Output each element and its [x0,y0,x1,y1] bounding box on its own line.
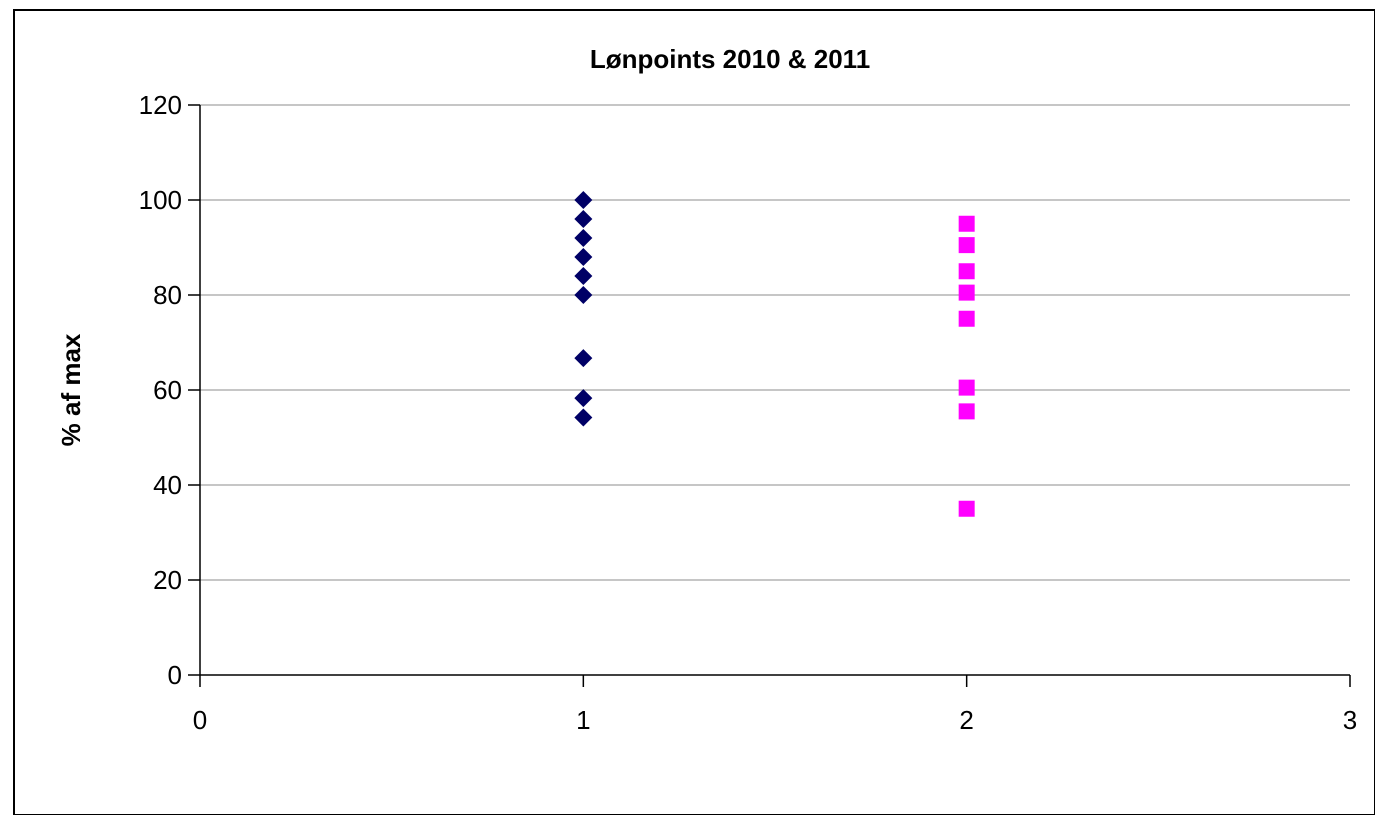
data-points [574,191,975,517]
series-1-point-6 [574,286,593,304]
y-tick-label-60: 60 [153,375,182,405]
series-2-point-8 [958,500,975,517]
chart-title: Lønpoints 2010 & 2011 [590,44,870,74]
y-tick-label-40: 40 [153,470,182,500]
x-tick-label-1: 1 [576,705,590,735]
y-tick-label-100: 100 [139,185,182,215]
series-2-point-2 [958,237,975,254]
chart-frame [13,9,1375,815]
y-axis-title: % af max [56,333,86,446]
axes [188,104,1351,687]
series-2-point-1 [958,215,975,232]
series-1-point-2 [574,210,593,228]
series-2-point-7 [958,403,975,420]
series-1-point-8 [574,389,593,408]
series-1-point-5 [574,267,593,285]
series-2-point-5 [958,310,975,327]
y-tick-label-120: 120 [139,90,182,120]
series-1-point-3 [574,229,593,247]
x-tick-label-2: 2 [959,705,973,735]
series-2-point-3 [958,263,975,280]
series-2-point-4 [958,284,975,301]
y-tick-label-0: 0 [168,660,182,690]
series-1-point-7 [574,349,593,368]
tick-labels: 0 20 40 60 80 100 120 0 1 2 3 [139,90,1358,735]
x-tick-label-0: 0 [193,705,207,735]
y-tick-label-80: 80 [153,280,182,310]
x-tick-label-3: 3 [1343,705,1357,735]
series-1-point-9 [574,408,593,427]
series-1-point-1 [574,191,593,209]
series-2-point-6 [958,379,975,396]
series-1-point-4 [574,248,593,266]
y-tick-label-20: 20 [153,565,182,595]
grid-lines [200,104,1350,581]
